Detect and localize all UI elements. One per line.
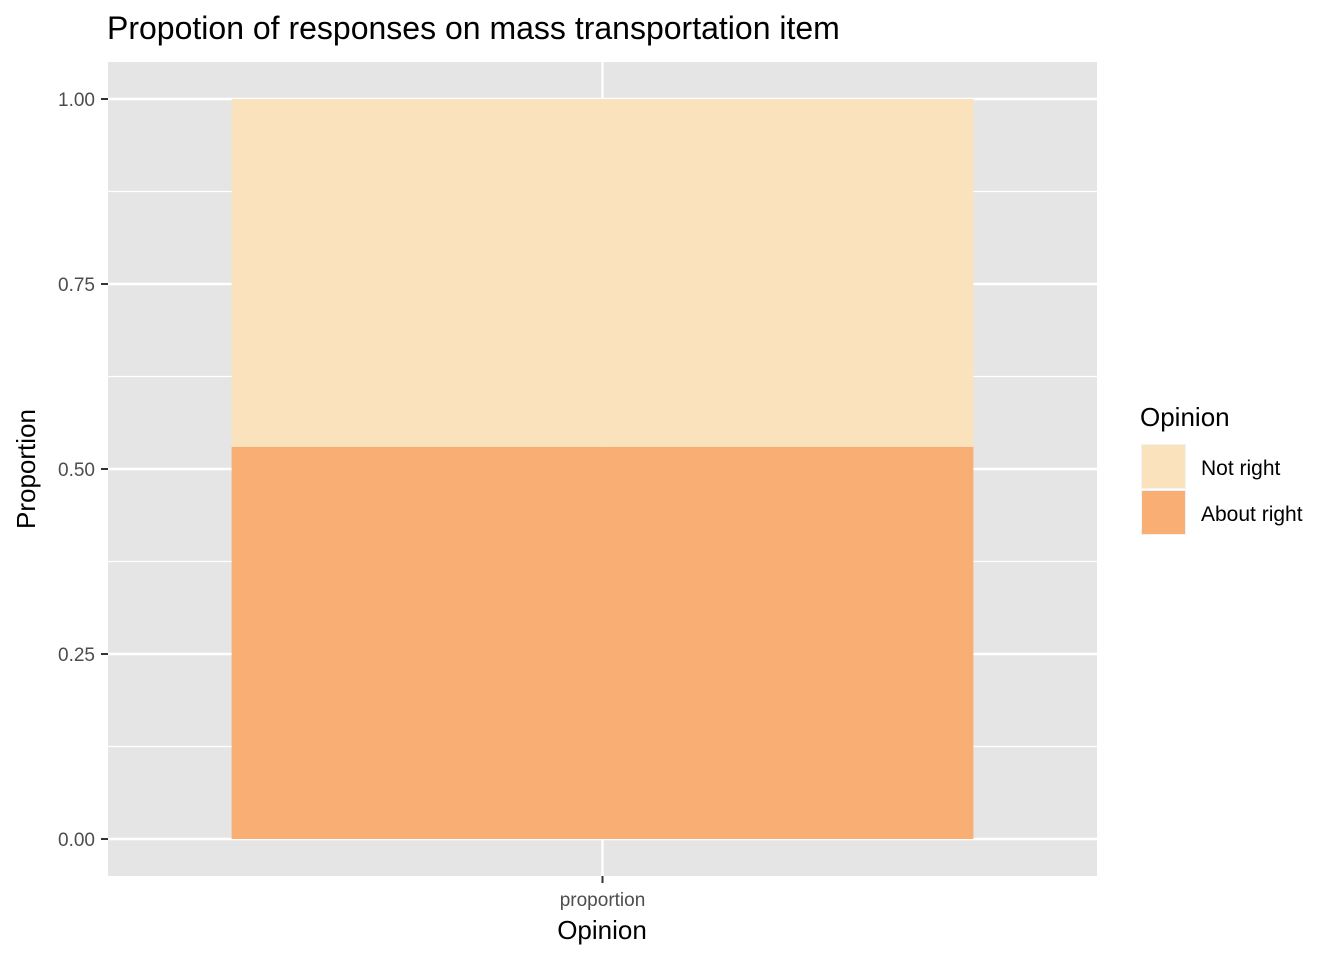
y-axis-title: Proportion [11,409,41,529]
y-tick-label: 0.00 [58,830,95,851]
bars [231,99,974,839]
legend-label: About right [1201,503,1303,526]
legend-swatch [1142,445,1185,488]
legend-label: Not right [1201,457,1281,480]
x-axis: proportion [560,876,646,911]
chart-title: Propotion of responses on mass transport… [107,10,840,46]
bar-about-right [231,446,974,839]
x-axis-title: Opinion [557,915,647,945]
legend-swatch [1142,491,1185,534]
y-axis: 0.00 0.25 0.50 0.75 1.00 [58,90,108,851]
bar-not-right [231,99,974,447]
y-tick-label: 1.00 [58,90,95,111]
y-tick-label: 0.75 [58,275,95,296]
y-tick-label: 0.50 [58,460,95,481]
legend-title: Opinion [1140,402,1230,432]
legend: Opinion Not right About right [1140,402,1303,535]
x-tick-label: proportion [560,890,646,911]
y-tick-label: 0.25 [58,645,95,666]
